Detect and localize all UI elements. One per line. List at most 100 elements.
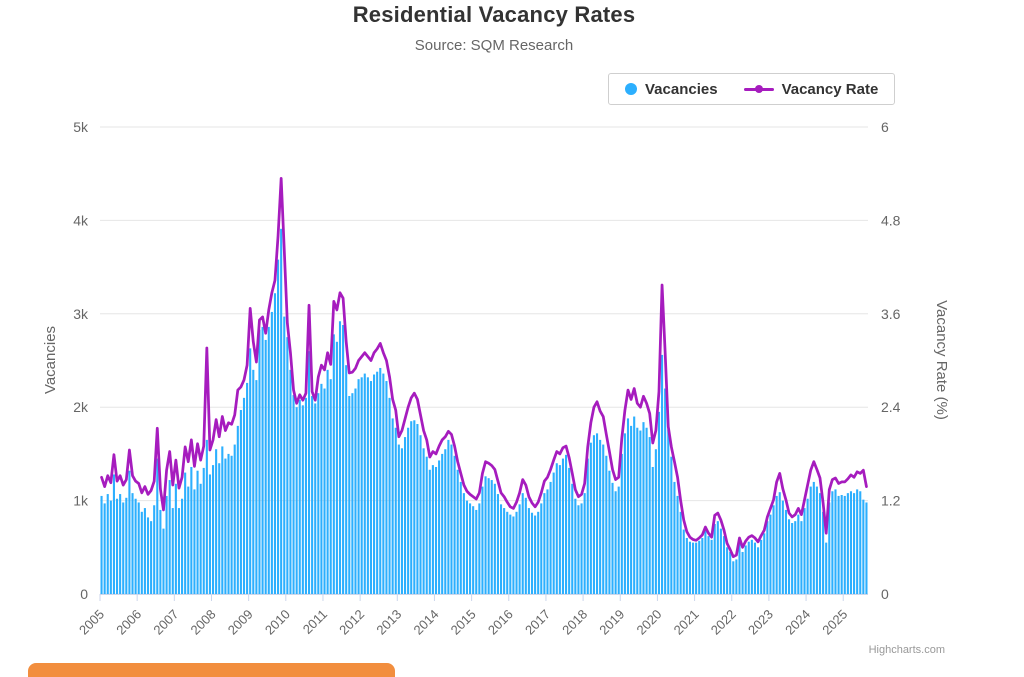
vacancies-bar[interactable] bbox=[611, 482, 614, 594]
vacancies-bar[interactable] bbox=[438, 460, 441, 594]
vacancies-bar[interactable] bbox=[218, 463, 221, 594]
vacancies-bar[interactable] bbox=[540, 503, 543, 594]
vacancies-bar[interactable] bbox=[422, 448, 425, 594]
vacancies-bar[interactable] bbox=[639, 430, 642, 594]
vacancies-bar[interactable] bbox=[304, 397, 307, 594]
vacancies-bar[interactable] bbox=[806, 498, 809, 594]
vacancies-bar[interactable] bbox=[679, 511, 682, 594]
vacancies-bar[interactable] bbox=[351, 393, 354, 594]
vacancies-bar[interactable] bbox=[388, 397, 391, 594]
vacancies-bar[interactable] bbox=[763, 533, 766, 594]
vacancies-bar[interactable] bbox=[472, 506, 475, 594]
vacancies-bar[interactable] bbox=[753, 542, 757, 594]
vacancies-bar[interactable] bbox=[856, 489, 859, 594]
vacancies-bar[interactable] bbox=[487, 478, 490, 594]
vacancies-bar[interactable] bbox=[211, 465, 215, 594]
vacancies-bar[interactable] bbox=[258, 329, 261, 594]
vacancies-bar[interactable] bbox=[286, 337, 289, 594]
vacancies-bar[interactable] bbox=[397, 444, 400, 594]
vacancies-bar[interactable] bbox=[592, 435, 595, 594]
vacancies-bar[interactable] bbox=[181, 498, 184, 594]
vacancies-bar[interactable] bbox=[800, 521, 803, 594]
vacancies-bar[interactable] bbox=[803, 508, 806, 594]
vacancies-bar[interactable] bbox=[524, 497, 527, 594]
vacancies-bar[interactable] bbox=[403, 437, 407, 594]
vacancies-bar[interactable] bbox=[599, 439, 602, 594]
vacancies-bar[interactable] bbox=[320, 383, 323, 594]
vacancies-bar[interactable] bbox=[202, 467, 205, 594]
vacancies-bar[interactable] bbox=[246, 382, 249, 594]
vacancies-bar[interactable] bbox=[577, 505, 580, 594]
vacancies-bar[interactable] bbox=[425, 456, 428, 594]
vacancies-bar[interactable] bbox=[416, 424, 419, 594]
vacancies-bar[interactable] bbox=[769, 514, 772, 594]
vacancies-bar[interactable] bbox=[208, 474, 211, 594]
vacancies-bar[interactable] bbox=[106, 494, 109, 594]
vacancies-bar[interactable] bbox=[589, 442, 592, 594]
vacancies-bar[interactable] bbox=[264, 339, 267, 594]
orange-bottom-bar[interactable] bbox=[28, 663, 395, 677]
vacancies-bar[interactable] bbox=[722, 536, 726, 594]
vacancies-bar[interactable] bbox=[698, 540, 701, 594]
vacancies-bar[interactable] bbox=[150, 521, 153, 594]
vacancies-bar[interactable] bbox=[224, 458, 227, 594]
vacancies-bar[interactable] bbox=[159, 509, 162, 594]
vacancies-bar[interactable] bbox=[828, 502, 831, 594]
vacancies-bar[interactable] bbox=[369, 381, 373, 594]
vacancies-bar[interactable] bbox=[512, 516, 515, 594]
vacancies-bar[interactable] bbox=[822, 511, 825, 594]
vacancies-bar[interactable] bbox=[407, 427, 410, 594]
vacancies-bar[interactable] bbox=[695, 542, 698, 594]
vacancies-bar[interactable] bbox=[648, 437, 651, 594]
vacancies-bar[interactable] bbox=[100, 495, 103, 594]
vacancies-bar[interactable] bbox=[605, 455, 608, 594]
vacancies-bar[interactable] bbox=[667, 429, 670, 594]
vacancies-bar[interactable] bbox=[630, 425, 633, 594]
vacancies-bar[interactable] bbox=[227, 453, 230, 594]
vacancies-bar[interactable] bbox=[112, 474, 115, 594]
vacancies-bar[interactable] bbox=[642, 422, 645, 594]
vacancies-bar[interactable] bbox=[747, 541, 750, 594]
vacancies-bar[interactable] bbox=[543, 493, 546, 594]
vacancies-bar[interactable] bbox=[840, 495, 843, 594]
vacancies-bar[interactable] bbox=[726, 547, 729, 594]
vacancies-bar[interactable] bbox=[608, 470, 611, 594]
vacancies-bar[interactable] bbox=[273, 293, 277, 594]
highcharts-credit[interactable]: Highcharts.com bbox=[868, 644, 945, 656]
vacancies-bar[interactable] bbox=[586, 458, 589, 594]
vacancies-bar[interactable] bbox=[277, 259, 280, 594]
vacancies-bar[interactable] bbox=[636, 427, 639, 594]
vacancies-bar[interactable] bbox=[664, 388, 667, 594]
vacancy-rate-line-series[interactable] bbox=[100, 176, 868, 559]
vacancies-bar[interactable] bbox=[651, 466, 654, 594]
vacancies-bar[interactable] bbox=[521, 493, 524, 594]
vacancies-bar[interactable] bbox=[784, 509, 787, 594]
vacancies-bar[interactable] bbox=[757, 547, 760, 594]
vacancies-bar[interactable] bbox=[215, 449, 218, 594]
vacancies-bar[interactable] bbox=[716, 521, 719, 594]
vacancies-bar[interactable] bbox=[453, 455, 456, 594]
vacancies-bar[interactable] bbox=[323, 388, 326, 594]
vacancies-bar[interactable] bbox=[345, 365, 348, 594]
vacancies-bar[interactable] bbox=[691, 542, 695, 594]
vacancies-bar[interactable] bbox=[261, 326, 264, 594]
vacancy-rate-line[interactable] bbox=[100, 176, 868, 559]
vacancies-bar[interactable] bbox=[193, 489, 196, 594]
vacancies-bar[interactable] bbox=[565, 454, 568, 594]
vacancies-bar[interactable] bbox=[357, 379, 360, 594]
vacancies-bar[interactable] bbox=[153, 505, 156, 594]
vacancies-bar[interactable] bbox=[775, 495, 778, 594]
vacancies-bar[interactable] bbox=[738, 542, 741, 594]
vacancies-bar[interactable] bbox=[862, 499, 865, 594]
vacancies-bar[interactable] bbox=[527, 508, 530, 594]
vacancies-bar[interactable] bbox=[230, 455, 233, 594]
vacancies-bar[interactable] bbox=[342, 325, 345, 594]
vacancies-bar[interactable] bbox=[750, 539, 753, 594]
vacancies-bar[interactable] bbox=[450, 444, 453, 594]
vacancies-bar[interactable] bbox=[614, 491, 617, 594]
vacancies-bar[interactable] bbox=[143, 508, 146, 594]
vacancies-bar[interactable] bbox=[766, 521, 769, 594]
vacancies-bar[interactable] bbox=[109, 500, 112, 594]
vacancies-bar[interactable] bbox=[719, 528, 722, 594]
vacancies-bar[interactable] bbox=[778, 492, 781, 594]
